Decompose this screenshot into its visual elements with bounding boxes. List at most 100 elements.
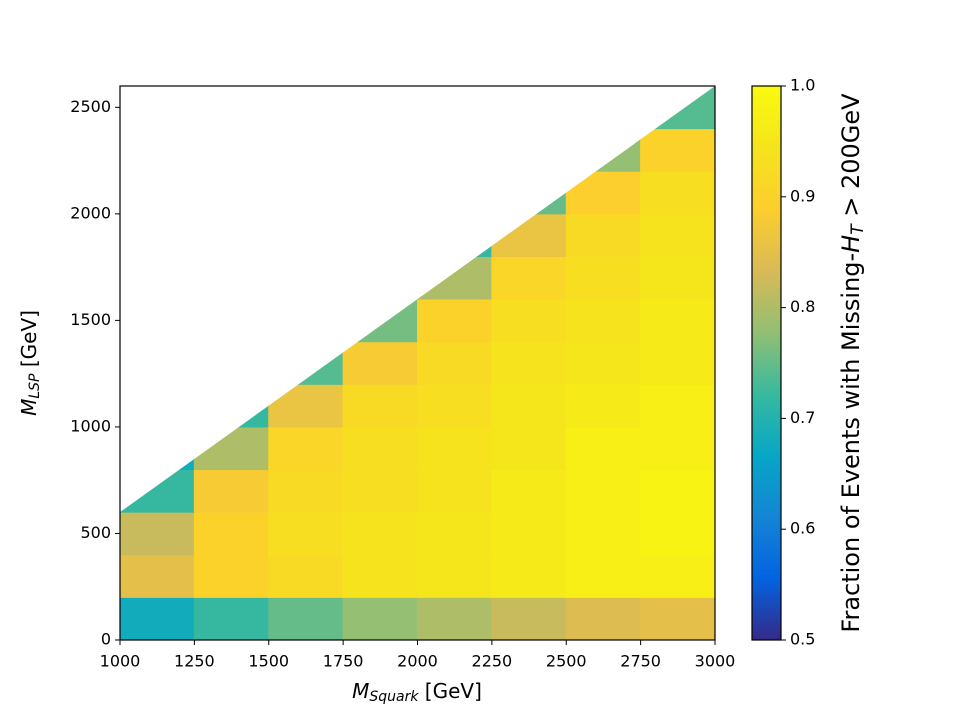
heatmap-cell (640, 170, 715, 215)
heatmap-cell (640, 128, 715, 172)
y-tick-label: 1500 (70, 310, 111, 329)
heatmap-cell (342, 554, 418, 598)
y-tick-label: 500 (80, 523, 111, 542)
heatmap-cell (565, 213, 642, 257)
colorbar-label-text: Fraction of Events with Missing- (837, 253, 865, 633)
heatmap-cell (268, 383, 344, 428)
heatmap-cell (120, 469, 195, 513)
heatmap-cell (640, 469, 715, 513)
heatmap-cell (491, 383, 567, 428)
x-tick-label: 2500 (546, 652, 587, 671)
heatmap-cell (193, 596, 270, 640)
heatmap-cell (417, 383, 493, 428)
x-label-symbol: M (352, 679, 369, 703)
heatmap-cell (417, 469, 493, 513)
heatmap-cell (268, 596, 344, 640)
heatmap-cell (268, 511, 344, 556)
heatmap-cell (193, 469, 270, 513)
y-label-symbol: M (17, 399, 41, 416)
heatmap-cell (342, 341, 418, 385)
x-label-unit: [GeV] (418, 679, 481, 703)
colorbar-label-symbol: H (837, 235, 865, 253)
y-axis-label: MLSP [GeV] (17, 310, 44, 416)
x-tick-label: 1500 (248, 652, 289, 671)
heatmap-cell (342, 469, 418, 513)
heatmap-cell (120, 596, 195, 640)
colorbar-label-rest: > 200GeV (837, 93, 865, 225)
y-tick-label: 0 (101, 630, 111, 649)
heatmap-cell (193, 426, 270, 471)
heatmap-cell (342, 511, 418, 556)
heatmap-cell (120, 511, 195, 556)
colorbar-tick-label: 0.5 (790, 630, 815, 649)
heatmap-cell (268, 426, 344, 471)
heatmap-cell (193, 511, 270, 556)
colorbar-tick-label: 0.6 (790, 519, 815, 538)
heatmap-cell (491, 511, 567, 556)
heatmap-cell (640, 213, 715, 257)
heatmap-cell (565, 469, 642, 513)
heatmap-cell (565, 511, 642, 556)
heatmap-cell (120, 554, 195, 598)
colorbar-label: Fraction of Events with Missing-HT > 200… (837, 93, 868, 633)
x-tick-label: 3000 (695, 652, 736, 671)
heatmap-cell (268, 469, 344, 513)
x-tick-label: 2000 (397, 652, 438, 671)
heatmap-cell (491, 170, 567, 215)
x-tick-label: 2250 (472, 652, 513, 671)
heatmap-cell (417, 298, 493, 343)
colorbar-tick-label: 0.8 (790, 297, 815, 316)
x-axis-label: MSquark [GeV] (352, 679, 482, 706)
heatmap-cell (640, 341, 715, 385)
heatmap-cell (268, 554, 344, 598)
heatmap-cell (640, 426, 715, 471)
heatmap-cell (491, 255, 567, 300)
heatmap-cell (417, 341, 493, 385)
colorbar-tick-label: 0.7 (790, 408, 815, 427)
heatmap-cell (417, 511, 493, 556)
heatmap-cell (640, 596, 715, 640)
y-label-subscript: LSP (27, 373, 43, 399)
heatmap-cell (417, 554, 493, 598)
heatmap-cell (342, 596, 418, 640)
heatmap-cell (565, 596, 642, 640)
heatmap-cell (342, 383, 418, 428)
y-label-unit: [GeV] (17, 310, 41, 373)
heatmap-cell (342, 298, 418, 343)
heatmap-cell (491, 596, 567, 640)
heatmap-cell (640, 298, 715, 343)
heatmap-cell (565, 298, 642, 343)
x-tick-label: 1250 (174, 652, 215, 671)
x-tick-label: 1000 (100, 652, 141, 671)
y-tick-label: 1000 (70, 416, 111, 435)
heatmap-cell (491, 341, 567, 385)
colorbar-label-subscript: T (848, 223, 868, 235)
heatmap-cell (417, 596, 493, 640)
x-tick-label: 1750 (323, 652, 364, 671)
heatmap-cell (417, 213, 493, 257)
heatmap-cell (565, 255, 642, 300)
heatmap-cell (565, 554, 642, 598)
x-label-subscript: Squark (369, 689, 419, 705)
heatmap-cell (640, 554, 715, 598)
heatmap-cell (565, 170, 642, 215)
heatmap-cell (565, 383, 642, 428)
heatmap-cell (193, 554, 270, 598)
heatmap-cell (491, 213, 567, 257)
heatmap-cell (640, 383, 715, 428)
x-tick-label: 2750 (620, 652, 661, 671)
heatmap-cell (193, 383, 270, 428)
colorbar (751, 85, 782, 641)
colorbar-tick-label: 0.9 (790, 186, 815, 205)
heatmap-cell (565, 128, 642, 172)
heatmap-cell (120, 426, 195, 471)
heatmap-cell (491, 554, 567, 598)
heatmap-cell (640, 511, 715, 556)
y-tick-label: 2500 (70, 97, 111, 116)
heatmap-cell (417, 426, 493, 471)
heatmap-cell (342, 426, 418, 471)
heatmap-cells (120, 86, 715, 640)
heatmap-cell (491, 298, 567, 343)
heatmap-cell (491, 469, 567, 513)
